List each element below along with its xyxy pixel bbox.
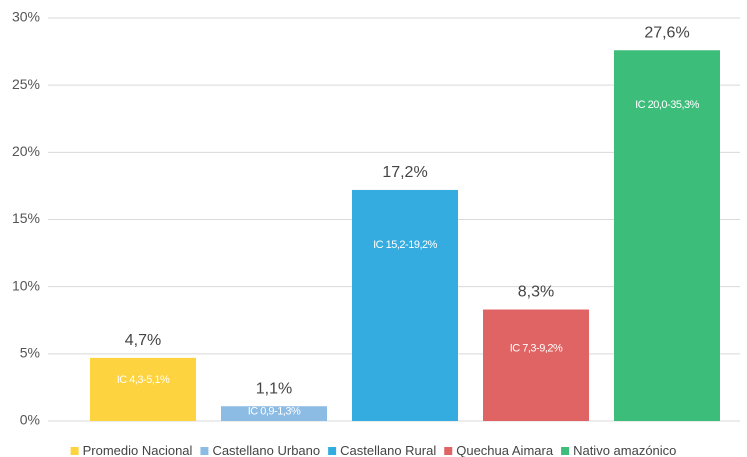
y-tick-label: 20% <box>12 143 40 159</box>
bar <box>352 189 458 421</box>
legend-swatch <box>70 447 79 455</box>
legend-swatch <box>328 447 337 455</box>
y-tick-label: 15% <box>12 210 40 226</box>
y-tick-label: 25% <box>12 76 40 92</box>
bar <box>221 406 327 421</box>
bar <box>90 357 196 421</box>
ci-label: IC 0,9-1,3% <box>248 405 301 417</box>
value-label: 27,6% <box>644 24 689 41</box>
legend-label: Nativo amazónico <box>573 443 676 457</box>
value-label: 4,7% <box>125 332 161 349</box>
ci-label: IC 20,0-35,3% <box>635 99 700 111</box>
legend-swatch <box>561 447 570 455</box>
y-tick-label: 30% <box>12 9 40 25</box>
legend-label: Promedio Nacional <box>83 443 193 457</box>
y-tick-label: 10% <box>12 277 40 293</box>
ci-label: IC 15,2-19,2% <box>373 239 438 251</box>
y-tick-label: 0% <box>20 412 40 428</box>
bar <box>614 50 720 422</box>
legend-label: Castellano Urbano <box>212 443 320 457</box>
value-label: 8,3% <box>518 284 554 301</box>
legend-swatch <box>200 447 209 455</box>
legend-label: Quechua Aimara <box>456 443 554 457</box>
bar <box>483 309 589 421</box>
legend-swatch <box>444 447 453 455</box>
ci-label: IC 4,3-5,1% <box>117 374 170 386</box>
y-tick-label: 5% <box>20 345 40 361</box>
value-label: 17,2% <box>382 164 427 181</box>
legend-label: Castellano Rural <box>340 443 436 457</box>
ci-label: IC 7,3-9,2% <box>510 342 563 354</box>
value-label: 1,1% <box>256 380 292 397</box>
